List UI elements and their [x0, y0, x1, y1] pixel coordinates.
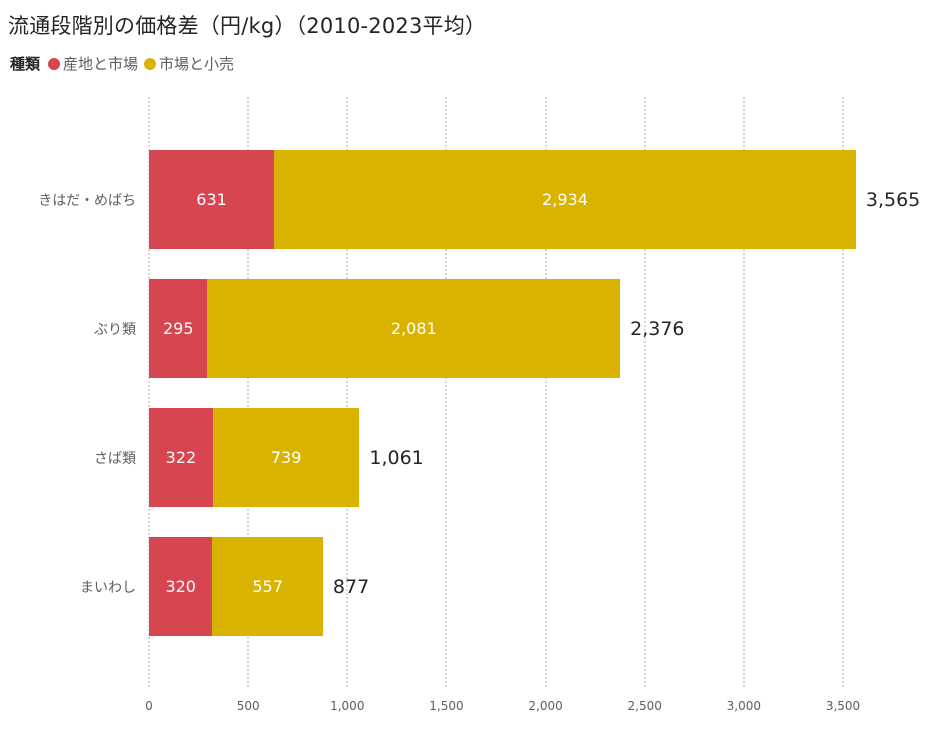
- legend-title: 種類: [10, 55, 41, 73]
- category-label: まいわし: [80, 579, 136, 596]
- bar-segment[interactable]: 322: [149, 408, 213, 507]
- legend-dot-icon: [144, 57, 157, 70]
- legend: 種類 産地と市場 市場と小売: [10, 53, 240, 74]
- bar-segment[interactable]: 631: [149, 150, 275, 249]
- bar-segment[interactable]: 320: [149, 537, 213, 636]
- bar-segment[interactable]: 295: [149, 279, 208, 378]
- category-label: ぶり類: [94, 321, 136, 338]
- bar-segment[interactable]: 2,934: [274, 150, 856, 249]
- legend-label: 産地と市場: [63, 55, 139, 73]
- stacked-bar[interactable]: 320 557: [149, 537, 323, 636]
- gridline: [346, 97, 349, 687]
- gridline: [643, 97, 646, 687]
- total-label: 2,376: [630, 317, 685, 340]
- legend-dot-icon: [48, 57, 61, 70]
- total-label: 877: [332, 575, 370, 598]
- gridline: [544, 97, 547, 687]
- gridline: [445, 97, 448, 687]
- bar-segment[interactable]: 2,081: [207, 279, 621, 378]
- stacked-bar[interactable]: 631 2,934: [149, 150, 856, 249]
- gridline: [247, 97, 250, 687]
- stacked-bar[interactable]: 322 739: [149, 408, 360, 507]
- gridline: [148, 97, 150, 687]
- bar-segment[interactable]: 739: [212, 408, 360, 507]
- x-tick-label: 3,500: [825, 699, 861, 713]
- category-label: さば類: [94, 450, 136, 467]
- stacked-bar[interactable]: 295 2,081: [149, 279, 621, 378]
- chart-title: 流通段階別の価格差（円/kg）（2010-2023平均）: [8, 14, 487, 38]
- total-label: 1,061: [369, 446, 424, 469]
- x-tick-label: 3,000: [726, 699, 762, 713]
- x-tick-label: 1,500: [429, 699, 464, 713]
- legend-label: 市場と小売: [159, 55, 235, 73]
- bar-segment[interactable]: 557: [212, 537, 323, 636]
- total-label: 3,565: [865, 188, 921, 211]
- gridline: [842, 97, 844, 687]
- x-tick-label: 1,000: [330, 699, 365, 713]
- legend-item-market-retail[interactable]: 市場と小売: [144, 53, 234, 74]
- x-tick-label: 2,500: [627, 699, 662, 713]
- x-tick-label: 2,000: [528, 699, 563, 713]
- gridline: [742, 97, 745, 687]
- x-tick-label: 0: [145, 699, 153, 713]
- category-label: きはだ・めばち: [38, 192, 136, 209]
- legend-item-origin-market[interactable]: 産地と市場: [48, 53, 138, 74]
- x-tick-label: 500: [236, 699, 260, 713]
